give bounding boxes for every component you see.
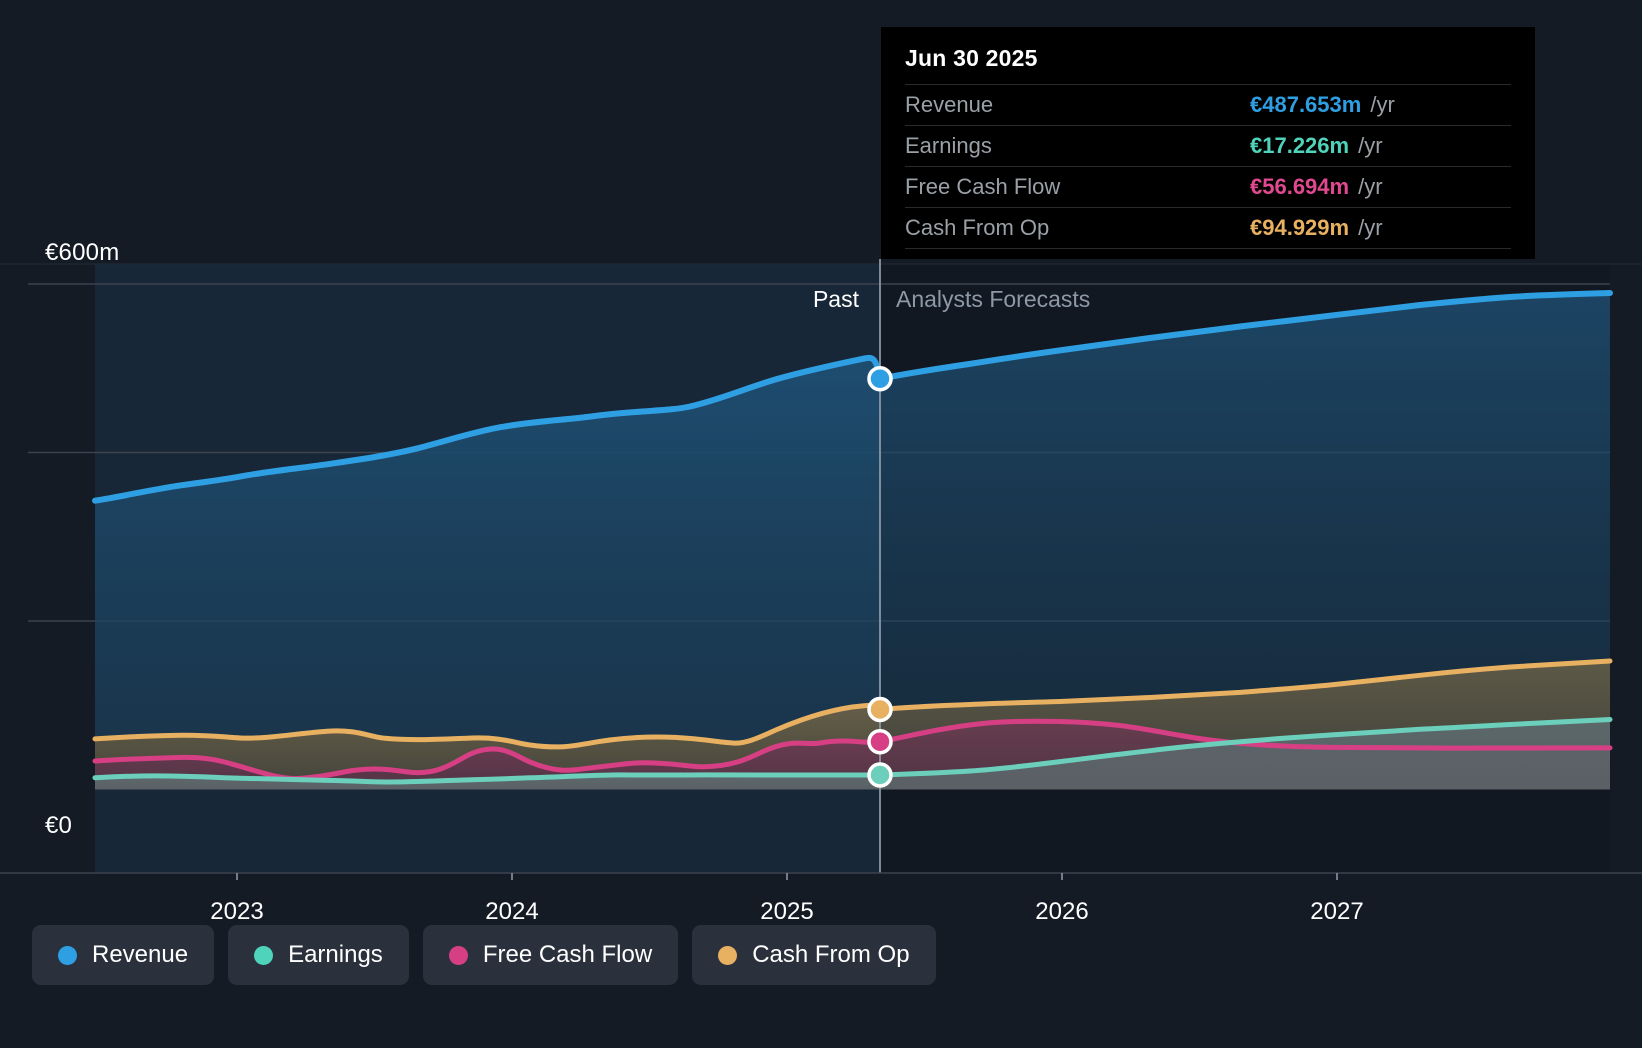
earnings-area-forecast (880, 719, 1610, 790)
tooltip-value-earnings: €17.226m (1250, 133, 1350, 158)
legend-label-free-cash-flow: Free Cash Flow (482, 941, 653, 968)
tooltip-value-revenue: €487.653m (1250, 92, 1362, 117)
tooltip-row-free-cash-flow: Free Cash Flow €56.694m /yr (905, 166, 1511, 207)
marker-cash-from-op[interactable] (867, 696, 893, 723)
legend-label-cash-from-op: Cash From Op (752, 941, 910, 968)
legend-item-cash-from-op[interactable]: Cash From Op (692, 925, 936, 985)
tooltip-value-cash-from-op: €94.929m (1250, 215, 1350, 240)
tooltip-unit-cash-from-op: /yr (1358, 215, 1383, 240)
legend-item-earnings[interactable]: Earnings (228, 925, 409, 985)
analysts-forecasts-label: Analysts Forecasts (896, 286, 1091, 312)
tooltip-row-revenue: Revenue €487.653m /yr (905, 84, 1511, 125)
x-axis-label-2025: 2025 (760, 898, 814, 925)
x-axis-label-2027: 2027 (1310, 898, 1364, 925)
highlight-markers[interactable] (867, 365, 893, 788)
legend-label-earnings: Earnings (288, 941, 383, 968)
tooltip-row-cash-from-op: Cash From Op €94.929m /yr (905, 207, 1511, 248)
tooltip-label-earnings: Earnings (905, 133, 992, 158)
marker-free-cash-flow[interactable] (867, 728, 893, 755)
revenue-line (92, 290, 1613, 504)
marker-revenue[interactable] (867, 365, 893, 392)
legend-item-revenue[interactable]: Revenue (32, 925, 215, 985)
tooltip-value-free-cash-flow: €56.694m (1250, 174, 1350, 199)
x-axis: 2023 2024 2025 2026 2027 (0, 880, 1642, 940)
past-label: Past (812, 286, 859, 312)
legend-label-revenue: Revenue (92, 941, 189, 968)
legend-dot-earnings-icon (254, 945, 274, 965)
chart-legend: Revenue Earnings Free Cash Flow Cash Fro… (32, 925, 936, 985)
revenue-area (95, 357, 880, 790)
y-axis-label-max: €600m (45, 239, 120, 266)
legend-item-free-cash-flow[interactable]: Free Cash Flow (422, 925, 679, 985)
tooltip-unit-free-cash-flow: /yr (1358, 174, 1383, 199)
tooltip-label-cash-from-op: Cash From Op (905, 215, 1050, 240)
earnings-area (95, 774, 880, 790)
revenue-area-forecast (880, 293, 1610, 790)
x-axis-label-2024: 2024 (485, 898, 539, 925)
chart-plot-area (0, 36, 1642, 880)
tooltip-bottom-rule (905, 248, 1511, 249)
y-axis-label-zero: €0 (45, 812, 73, 839)
x-axis-label-2026: 2026 (1035, 898, 1089, 925)
tooltip-unit-revenue: /yr (1370, 92, 1395, 117)
legend-dot-revenue-icon (58, 945, 77, 965)
legend-dot-cash-from-op-icon (718, 945, 738, 965)
legend-dot-free-cash-flow-icon (448, 945, 468, 965)
tooltip-label-revenue: Revenue (905, 92, 994, 117)
cash-from-op-line (92, 658, 1613, 750)
tooltip-label-free-cash-flow: Free Cash Flow (905, 174, 1061, 199)
marker-earnings[interactable] (867, 762, 893, 788)
x-axis-ticks (236, 873, 1338, 880)
chart-tooltip: Jun 30 2025 Revenue €487.653m /yr Earnin… (875, 27, 1535, 259)
tooltip-unit-earnings: /yr (1358, 133, 1383, 158)
earnings-line (92, 717, 1613, 785)
chart-svg (0, 36, 1642, 880)
x-axis-label-2023: 2023 (210, 898, 264, 925)
tooltip-row-earnings: Earnings €17.226m /yr (905, 125, 1511, 166)
tooltip-date: Jun 30 2025 (905, 45, 1038, 71)
